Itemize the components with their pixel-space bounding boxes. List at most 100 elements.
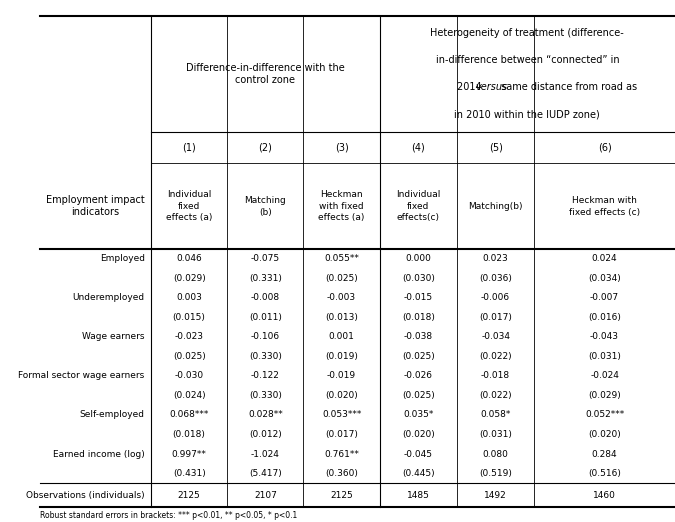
Text: 0.080: 0.080 <box>483 449 508 458</box>
Text: same distance from road as: same distance from road as <box>498 82 637 92</box>
Text: (0.016): (0.016) <box>588 313 621 322</box>
Text: 2125: 2125 <box>178 491 200 500</box>
Text: (0.331): (0.331) <box>249 274 282 283</box>
Text: -1.024: -1.024 <box>251 449 280 458</box>
Text: -0.038: -0.038 <box>404 333 433 341</box>
Text: (3): (3) <box>335 143 348 153</box>
Text: -0.034: -0.034 <box>481 333 510 341</box>
Text: (0.012): (0.012) <box>249 430 281 439</box>
Text: 2014: 2014 <box>458 82 485 92</box>
Text: -0.122: -0.122 <box>251 372 280 381</box>
Text: (0.024): (0.024) <box>173 391 205 400</box>
Text: Heterogeneity of treatment (difference-: Heterogeneity of treatment (difference- <box>431 29 624 39</box>
Text: (0.025): (0.025) <box>173 352 206 361</box>
Text: (0.022): (0.022) <box>479 391 512 400</box>
Text: (0.036): (0.036) <box>479 274 512 283</box>
Text: -0.006: -0.006 <box>481 293 510 302</box>
Text: Underemployed: Underemployed <box>73 293 144 302</box>
Text: Formal sector wage earners: Formal sector wage earners <box>18 372 144 381</box>
Text: 0.284: 0.284 <box>592 449 618 458</box>
Text: Individual
fixed
effects(c): Individual fixed effects(c) <box>396 190 441 222</box>
Text: -0.019: -0.019 <box>327 372 356 381</box>
Text: 0.052***: 0.052*** <box>585 410 624 420</box>
Text: (0.015): (0.015) <box>173 313 206 322</box>
Text: Robust standard errors in brackets: *** p<0.01, ** p<0.05, * p<0.1: Robust standard errors in brackets: *** … <box>40 512 297 520</box>
Text: Difference-in-difference with the
control zone: Difference-in-difference with the contro… <box>186 63 345 85</box>
Text: (5): (5) <box>489 143 502 153</box>
Text: (0.029): (0.029) <box>173 274 206 283</box>
Text: 1492: 1492 <box>484 491 507 500</box>
Text: (0.018): (0.018) <box>402 313 435 322</box>
Text: (0.330): (0.330) <box>249 352 282 361</box>
Text: 0.761**: 0.761** <box>324 449 359 458</box>
Text: -0.008: -0.008 <box>251 293 280 302</box>
Text: (0.029): (0.029) <box>588 391 621 400</box>
Text: Employed: Employed <box>100 254 144 263</box>
Text: 2125: 2125 <box>330 491 353 500</box>
Text: (0.018): (0.018) <box>173 430 206 439</box>
Text: 0.028**: 0.028** <box>248 410 283 420</box>
Text: 0.997**: 0.997** <box>171 449 207 458</box>
Text: 1485: 1485 <box>407 491 430 500</box>
Text: -0.024: -0.024 <box>590 372 619 381</box>
Text: 0.001: 0.001 <box>329 333 354 341</box>
Text: -0.018: -0.018 <box>481 372 510 381</box>
Text: (0.031): (0.031) <box>588 352 621 361</box>
Text: (2): (2) <box>259 143 272 153</box>
Text: Employment impact
indicators: Employment impact indicators <box>46 195 145 217</box>
Text: (0.025): (0.025) <box>325 274 358 283</box>
Text: (0.019): (0.019) <box>325 352 358 361</box>
Text: (1): (1) <box>182 143 196 153</box>
Text: (6): (6) <box>597 143 612 153</box>
Text: Heckman with
fixed effects (c): Heckman with fixed effects (c) <box>569 196 640 217</box>
Text: 0.024: 0.024 <box>592 254 618 263</box>
Text: 0.035*: 0.035* <box>403 410 433 420</box>
Text: Self-employed: Self-employed <box>80 410 144 420</box>
Text: (5.417): (5.417) <box>249 469 281 478</box>
Text: 0.068***: 0.068*** <box>169 410 209 420</box>
Text: (0.025): (0.025) <box>402 352 435 361</box>
Text: Individual
fixed
effects (a): Individual fixed effects (a) <box>166 190 213 222</box>
Text: (0.360): (0.360) <box>325 469 358 478</box>
Text: (0.516): (0.516) <box>588 469 621 478</box>
Text: -0.023: -0.023 <box>175 333 204 341</box>
Text: -0.043: -0.043 <box>590 333 619 341</box>
Text: 0.055**: 0.055** <box>324 254 359 263</box>
Text: -0.075: -0.075 <box>251 254 280 263</box>
Text: (0.519): (0.519) <box>479 469 512 478</box>
Text: (0.017): (0.017) <box>479 313 512 322</box>
Text: -0.106: -0.106 <box>251 333 280 341</box>
Text: (4): (4) <box>412 143 425 153</box>
Text: -0.007: -0.007 <box>590 293 619 302</box>
Text: (0.445): (0.445) <box>402 469 435 478</box>
Text: versus: versus <box>476 82 508 92</box>
Text: Observations (individuals): Observations (individuals) <box>26 491 144 500</box>
Text: in-difference between “connected” in: in-difference between “connected” in <box>435 55 619 65</box>
Text: (0.022): (0.022) <box>479 352 512 361</box>
Text: (0.011): (0.011) <box>249 313 282 322</box>
Text: 0.058*: 0.058* <box>481 410 511 420</box>
Text: 0.023: 0.023 <box>483 254 508 263</box>
Text: -0.003: -0.003 <box>327 293 356 302</box>
Text: (0.020): (0.020) <box>325 391 358 400</box>
Text: 0.053***: 0.053*** <box>322 410 361 420</box>
Text: -0.026: -0.026 <box>404 372 433 381</box>
Text: 0.000: 0.000 <box>406 254 431 263</box>
Text: Matching
(b): Matching (b) <box>244 196 286 217</box>
Text: Heckman
with fixed
effects (a): Heckman with fixed effects (a) <box>319 190 364 222</box>
Text: 1460: 1460 <box>593 491 616 500</box>
Text: Matching(b): Matching(b) <box>468 201 523 211</box>
Text: -0.045: -0.045 <box>404 449 433 458</box>
Text: in 2010 within the IUDP zone): in 2010 within the IUDP zone) <box>454 109 600 120</box>
Text: Earned income (log): Earned income (log) <box>53 449 144 458</box>
Text: (0.431): (0.431) <box>173 469 206 478</box>
Text: (0.020): (0.020) <box>402 430 435 439</box>
Text: 0.046: 0.046 <box>176 254 202 263</box>
Text: (0.034): (0.034) <box>588 274 621 283</box>
Text: (0.020): (0.020) <box>588 430 621 439</box>
Text: (0.025): (0.025) <box>402 391 435 400</box>
Text: -0.030: -0.030 <box>175 372 204 381</box>
Text: (0.330): (0.330) <box>249 391 282 400</box>
Text: Wage earners: Wage earners <box>82 333 144 341</box>
Text: 0.003: 0.003 <box>176 293 202 302</box>
